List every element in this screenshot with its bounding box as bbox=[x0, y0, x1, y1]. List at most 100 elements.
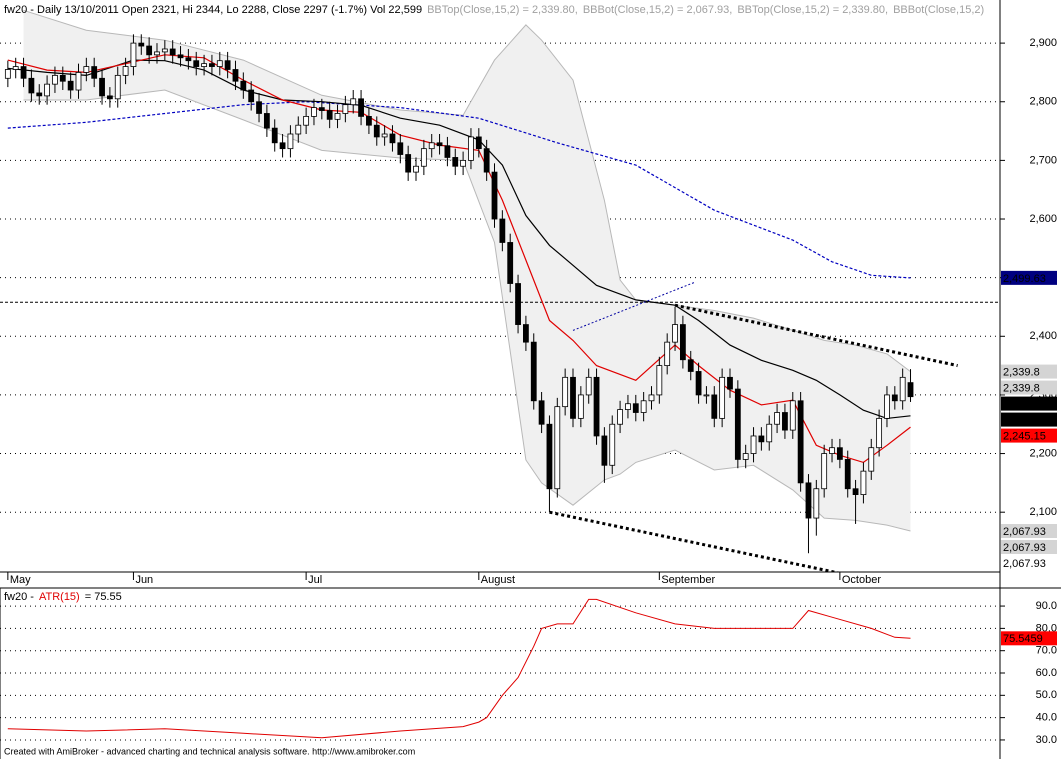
candle-body bbox=[334, 113, 341, 120]
atr-line bbox=[7, 598, 911, 739]
value-box-label: 2,339.8 bbox=[1003, 382, 1040, 394]
candle-body bbox=[146, 45, 153, 56]
header-part: BBTop(Close,15,2) = 2,339.80, bbox=[737, 4, 888, 16]
candle-body bbox=[758, 435, 765, 443]
x-tick-label: May bbox=[10, 574, 31, 586]
candle-body bbox=[727, 376, 733, 390]
x-tick-label: September bbox=[661, 574, 715, 586]
moving-average bbox=[7, 59, 911, 420]
candle-body bbox=[821, 453, 828, 490]
candle-body bbox=[428, 142, 435, 150]
candle-body bbox=[232, 69, 239, 82]
candle-body bbox=[44, 83, 50, 97]
footer: Created with AmiBroker - advanced charti… bbox=[4, 746, 415, 756]
header-part: ATR(15) bbox=[39, 591, 80, 603]
candle-body bbox=[381, 133, 388, 138]
x-tick-label: Jul bbox=[308, 574, 322, 586]
value-box bbox=[1001, 539, 1057, 554]
value-box bbox=[1001, 364, 1057, 379]
y-tick-label: 2,200 bbox=[1029, 447, 1057, 459]
candle-body bbox=[687, 359, 694, 372]
candle-body bbox=[813, 488, 820, 519]
candle-body bbox=[593, 376, 600, 437]
value-box-label: 2,297 bbox=[1003, 398, 1031, 410]
candle-body bbox=[114, 74, 121, 100]
candle-body bbox=[397, 142, 404, 155]
trendline bbox=[572, 281, 695, 331]
value-box bbox=[1001, 428, 1057, 443]
candle-body bbox=[263, 113, 270, 129]
candle-body bbox=[342, 104, 349, 114]
candle-body bbox=[742, 453, 749, 460]
candle-body bbox=[852, 488, 859, 496]
candle-body bbox=[632, 403, 639, 413]
candle-body bbox=[538, 400, 545, 425]
candle-body bbox=[436, 142, 443, 147]
candle-body bbox=[28, 77, 35, 94]
candle-body bbox=[891, 394, 898, 402]
candle-body bbox=[530, 341, 537, 402]
header-part: BBTop(Close,15,2) = 2,339.80, bbox=[427, 4, 578, 16]
y-tick-label: 2,800 bbox=[1029, 96, 1057, 108]
candle-body bbox=[719, 376, 726, 419]
candle-body bbox=[201, 63, 207, 67]
candle-body bbox=[59, 74, 66, 82]
header-part: BBBot(Close,15,2) bbox=[893, 4, 984, 16]
candle-body bbox=[499, 218, 506, 243]
candle-body bbox=[679, 324, 686, 361]
header-part: = 75.55 bbox=[85, 591, 122, 603]
value-box bbox=[1001, 523, 1057, 538]
candle-body bbox=[523, 324, 529, 343]
x-tick-label: Jun bbox=[135, 574, 153, 586]
candle-body bbox=[279, 142, 286, 150]
candle-body bbox=[99, 77, 105, 97]
candle-body bbox=[389, 133, 396, 144]
x-tick-label: August bbox=[481, 574, 515, 586]
value-box bbox=[1001, 396, 1057, 411]
value-box-label: 2,245.15 bbox=[1003, 430, 1046, 442]
candle-body bbox=[303, 116, 310, 126]
atr-plot bbox=[0, 598, 1000, 741]
y-tick-label: 2,400 bbox=[1029, 330, 1057, 342]
bollinger-band-fill bbox=[23, 10, 911, 532]
candle-body bbox=[75, 72, 82, 91]
atr-header: fw20 - ATR(15) = 75.55 bbox=[4, 591, 122, 603]
candle-body bbox=[350, 98, 357, 106]
trendline bbox=[674, 303, 958, 368]
value-box-label: 2,067.93 bbox=[1003, 542, 1046, 554]
candle-body bbox=[444, 145, 451, 158]
candle-body bbox=[311, 107, 317, 117]
candle-body bbox=[358, 98, 364, 117]
candle-body bbox=[154, 51, 160, 56]
y-tick-label: 80.0 bbox=[1036, 622, 1057, 634]
candle-body bbox=[711, 394, 718, 419]
bollinger-upper bbox=[23, 9, 911, 372]
candle-body bbox=[326, 110, 333, 120]
candle-body bbox=[648, 394, 655, 402]
candle-body bbox=[766, 423, 773, 443]
moving-average bbox=[7, 101, 911, 279]
candle-body bbox=[4, 69, 11, 79]
candle-body bbox=[672, 324, 678, 343]
candle-body bbox=[185, 57, 192, 62]
y-tick-label: 2,100 bbox=[1029, 506, 1057, 518]
candle-body bbox=[703, 394, 710, 397]
candle-body bbox=[797, 400, 804, 484]
candle-body bbox=[554, 406, 561, 490]
candle-body bbox=[899, 376, 906, 402]
candle-body bbox=[468, 136, 474, 161]
header-part: fw20 - bbox=[4, 591, 34, 603]
candle-body bbox=[91, 66, 98, 79]
header-part: fw20 - Daily 13/10/2011 Open 2321, Hi 23… bbox=[4, 4, 422, 16]
candle-body bbox=[106, 95, 113, 100]
candle-body bbox=[664, 341, 671, 367]
candle-body bbox=[373, 124, 380, 138]
y-tick-label: 30.0 bbox=[1036, 734, 1057, 746]
candle-body bbox=[475, 136, 482, 150]
y-tick-label: 2,600 bbox=[1029, 213, 1057, 225]
value-box-label: 2,499.63 bbox=[1003, 273, 1046, 285]
candle-body bbox=[609, 423, 616, 466]
candle-body bbox=[405, 154, 412, 173]
candle-body bbox=[805, 482, 812, 519]
